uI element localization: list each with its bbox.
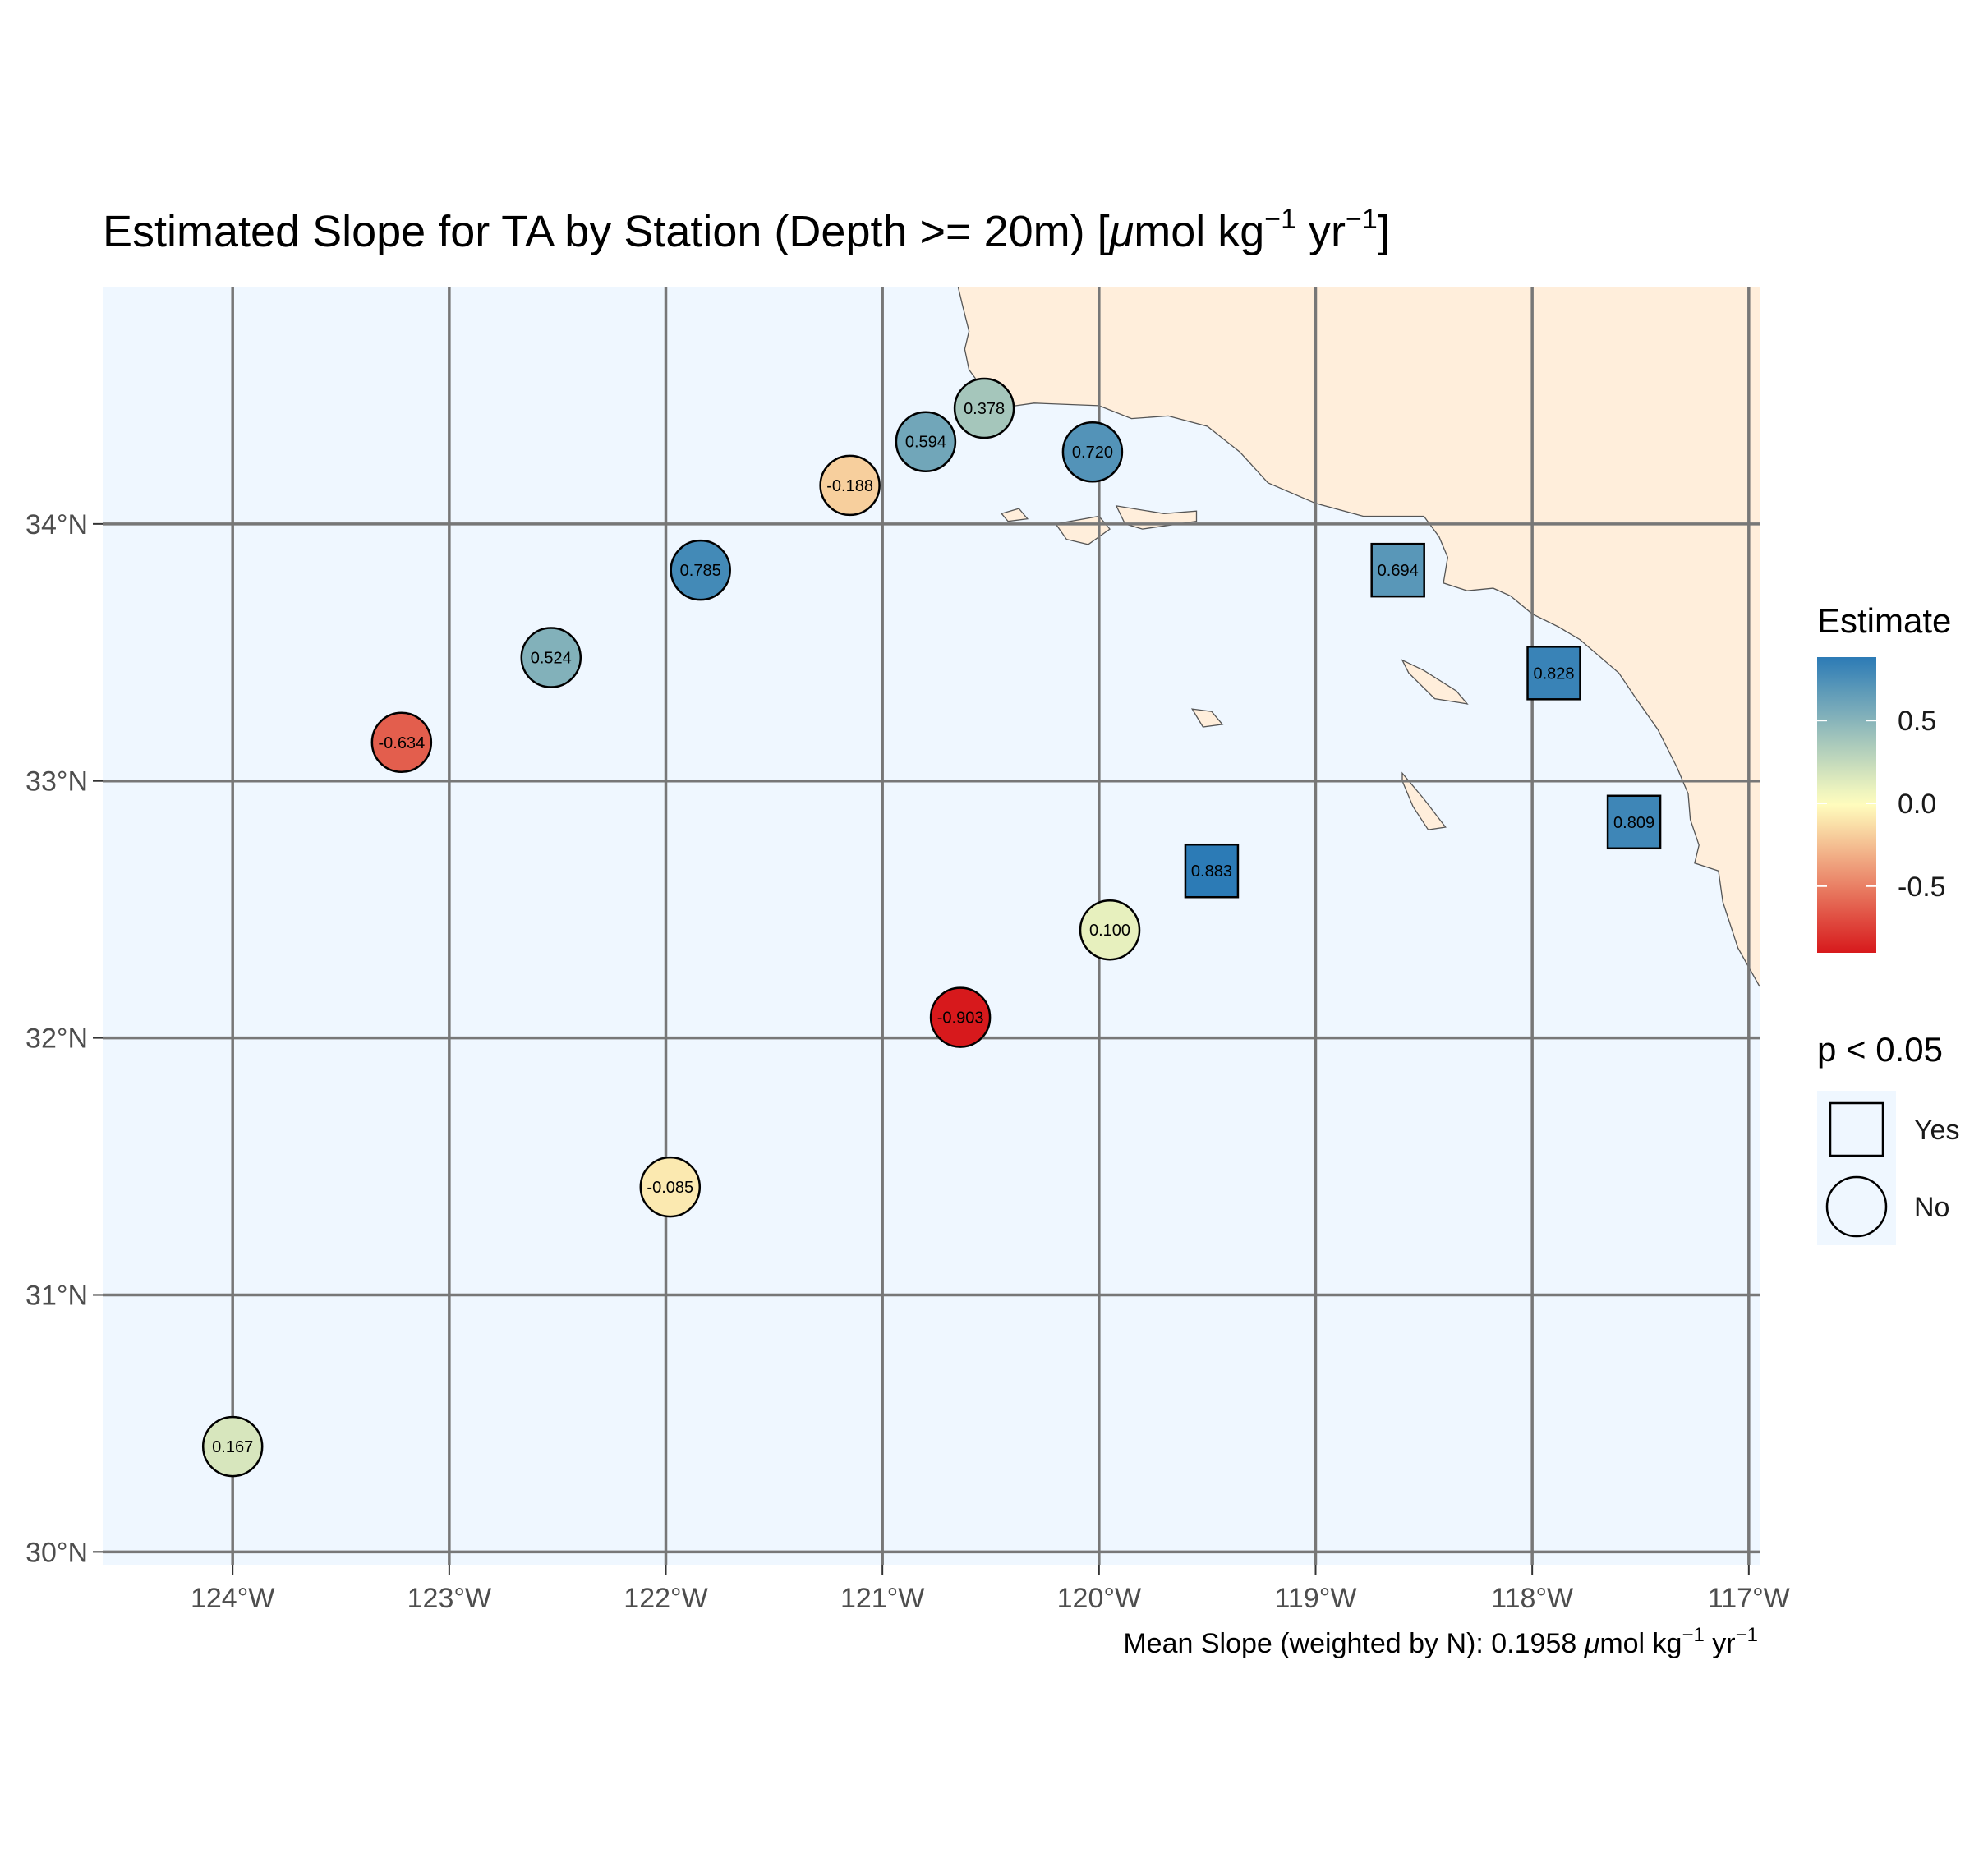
data-label: 0.720 <box>1072 444 1113 462</box>
island-1 <box>1001 508 1029 522</box>
data-label: 0.809 <box>1613 814 1654 832</box>
chart-title: Estimated Slope for TA by Station (Depth… <box>103 204 1390 256</box>
data-label: 0.594 <box>905 434 946 452</box>
x-tick-label: 120°W <box>1057 1583 1141 1614</box>
shape-legend-title: p < 0.05 <box>1817 1030 1943 1069</box>
x-tick-label: 124°W <box>191 1583 274 1614</box>
station-marker-circle <box>670 539 731 601</box>
data-label: 0.100 <box>1089 922 1130 940</box>
station-marker-circle <box>639 1156 702 1218</box>
color-bar-label: 0.5 <box>1898 706 1936 737</box>
data-label: 0.883 <box>1191 862 1232 881</box>
y-tick-label: 34°N <box>25 509 88 540</box>
shape-key-label: Yes <box>1914 1115 1959 1146</box>
chart-caption: Mean Slope (weighted by N): 0.1958 μmol … <box>1123 1624 1758 1659</box>
plot-area: 0.167 -0.085 -0.903 0.100 -0.634 0.524 0.785 -0… <box>103 287 1760 1565</box>
station-marker-circle <box>929 986 992 1048</box>
station-marker-circle <box>895 411 957 472</box>
x-tick-label: 118°W <box>1491 1583 1573 1614</box>
station-marker-square <box>1370 542 1425 598</box>
station-marker-square <box>1184 843 1240 899</box>
station-marker-circle <box>1061 421 1124 483</box>
data-label: 0.167 <box>212 1438 253 1456</box>
station-marker-square <box>1526 646 1581 701</box>
x-tick-label: 123°W <box>407 1583 491 1614</box>
shape-key-bg <box>1817 1168 1896 1245</box>
color-bar-label: 0.0 <box>1898 789 1936 820</box>
y-tick-label: 31°N <box>25 1280 88 1311</box>
station-marker-circle <box>1079 899 1141 961</box>
shape-key-label: No <box>1914 1192 1949 1223</box>
y-tick-label: 32°N <box>25 1023 88 1055</box>
station-marker-circle <box>370 711 433 774</box>
shape-key-circle <box>1825 1175 1888 1238</box>
color-bar-label: -0.5 <box>1898 872 1946 903</box>
data-label: 0.524 <box>531 650 572 668</box>
x-tick-label: 119°W <box>1275 1583 1357 1614</box>
data-label: -0.634 <box>378 734 425 752</box>
station-marker-circle <box>953 377 1015 439</box>
data-label: -0.085 <box>647 1179 693 1197</box>
data-label: 0.828 <box>1533 665 1574 683</box>
color-legend-title: Estimate <box>1817 601 1951 640</box>
station-marker-square <box>1606 794 1662 850</box>
axes: 124°W 123°W 122°W 121°W 120°W 119°W 118°W 117°W… <box>25 509 1790 1614</box>
island-6 <box>1190 708 1224 728</box>
data-label: 0.694 <box>1378 562 1419 580</box>
coastline <box>957 287 1760 987</box>
island-4 <box>1401 659 1469 705</box>
legend: Estimate p < 0.05 0.5 0.0 -0.5 Yes No <box>1817 601 1959 1245</box>
data-label: -0.188 <box>826 477 873 495</box>
x-tick-label: 121°W <box>840 1583 924 1614</box>
data-label: -0.903 <box>937 1009 984 1028</box>
shape-key-square <box>1829 1101 1884 1157</box>
station-marker-circle <box>520 627 582 688</box>
data-points: 0.167 -0.085 -0.903 0.100 -0.634 0.524 0.785 -0… <box>201 377 1662 1478</box>
mainland-fill <box>958 287 1760 986</box>
x-tick-label: 117°W <box>1708 1583 1790 1614</box>
x-tick-label: 122°W <box>624 1583 707 1614</box>
y-tick-label: 33°N <box>25 766 88 798</box>
map-layer <box>103 287 1760 1565</box>
station-marker-circle <box>819 454 881 517</box>
color-bar <box>1817 657 1876 953</box>
data-label: 0.785 <box>680 562 721 580</box>
station-marker-circle <box>201 1415 264 1478</box>
data-label: 0.378 <box>964 400 1005 418</box>
y-tick-label: 30°N <box>25 1537 88 1568</box>
